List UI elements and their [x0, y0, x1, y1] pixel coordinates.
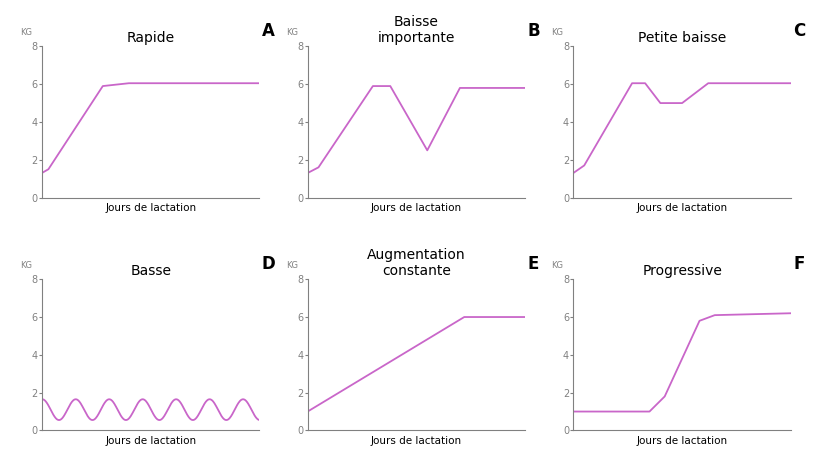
Text: KG: KG [20, 261, 32, 270]
Text: C: C [792, 22, 804, 40]
X-axis label: Jours de lactation: Jours de lactation [105, 436, 196, 446]
X-axis label: Jours de lactation: Jours de lactation [105, 203, 196, 213]
Text: F: F [792, 255, 803, 273]
X-axis label: Jours de lactation: Jours de lactation [636, 436, 726, 446]
Title: Basse: Basse [130, 264, 171, 278]
Title: Baisse
importante: Baisse importante [378, 15, 455, 45]
Text: KG: KG [551, 28, 563, 37]
X-axis label: Jours de lactation: Jours de lactation [370, 436, 461, 446]
Text: E: E [527, 255, 538, 273]
Text: KG: KG [551, 261, 563, 270]
Text: B: B [527, 22, 539, 40]
Title: Rapide: Rapide [126, 31, 174, 45]
Title: Petite baisse: Petite baisse [637, 31, 726, 45]
X-axis label: Jours de lactation: Jours de lactation [636, 203, 726, 213]
Title: Progressive: Progressive [641, 264, 722, 278]
Text: A: A [261, 22, 274, 40]
Text: KG: KG [20, 28, 32, 37]
Text: D: D [261, 255, 275, 273]
Text: KG: KG [286, 28, 297, 37]
Text: KG: KG [286, 261, 297, 270]
X-axis label: Jours de lactation: Jours de lactation [370, 203, 461, 213]
Title: Augmentation
constante: Augmentation constante [367, 248, 465, 278]
